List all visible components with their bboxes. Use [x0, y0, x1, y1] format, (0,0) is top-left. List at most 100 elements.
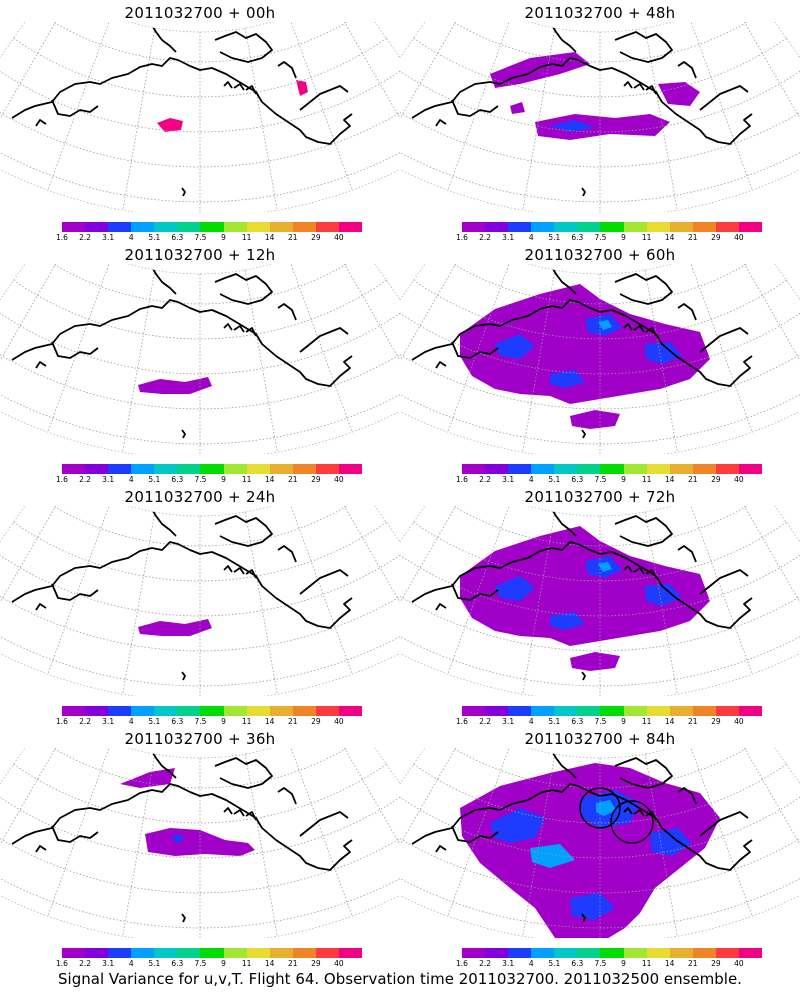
colorbar-tick-label: 5.1: [548, 959, 561, 968]
coastline: [299, 327, 349, 353]
colorbar-tick-label: 21: [287, 475, 298, 484]
latitude-gridline: [433, 22, 767, 63]
colorbar-tick-label: 7.5: [194, 233, 207, 242]
meridian-gridline: [644, 511, 678, 695]
colorbar-swatches: [62, 706, 363, 716]
coastline: [623, 323, 633, 331]
colorbar-tick-label: 14: [664, 233, 675, 242]
coastline: [677, 303, 697, 321]
colorbar-swatch: [246, 464, 270, 474]
colorbar-swatch: [200, 222, 224, 232]
colorbar-tick-label: 6.3: [571, 233, 584, 242]
colorbar-tick-label: 1.6: [456, 233, 468, 242]
coastline: [614, 515, 673, 547]
colorbar-swatch: [315, 948, 339, 958]
colorbar-swatch: [508, 464, 532, 474]
panel-title: 2011032700 + 84h: [524, 730, 676, 748]
colorbar-swatch: [85, 464, 109, 474]
colorbar-swatch: [738, 706, 763, 716]
variance-region: [172, 834, 184, 843]
map-boundary: [400, 22, 800, 212]
colorbar-swatches: [62, 222, 363, 232]
variance-region: [570, 410, 620, 429]
colorbar-tick-label: 21: [687, 959, 698, 968]
meridian-gridline: [244, 27, 278, 211]
colorbar-swatch: [531, 706, 555, 716]
colorbar-swatch: [623, 464, 647, 474]
colorbar-tick-label: 4: [528, 233, 534, 242]
coastline: [223, 565, 233, 573]
colorbar-ticks: 1.6 2.2 3.1 4 5.1 6.3 7.5 9 11 14 21 29 40: [456, 475, 762, 485]
colorbar-swatch: [131, 222, 155, 232]
colorbar-tick-label: 9: [221, 475, 226, 484]
coastline: [549, 748, 577, 779]
colorbar-tick-label: 21: [687, 233, 698, 242]
meridian-gridline: [0, 506, 71, 642]
coastline: [277, 303, 297, 321]
coastline: [149, 748, 177, 779]
colorbar-swatch: [646, 222, 670, 232]
colorbar-swatch: [600, 948, 624, 958]
coastline: [699, 811, 749, 837]
map-boundary: [0, 506, 400, 696]
colorbar-tick-label: 3.1: [102, 475, 115, 484]
colorbar-tick-label: 4: [528, 717, 534, 726]
colorbar-swatch: [485, 222, 509, 232]
colorbar-swatch: [485, 948, 509, 958]
colorbar-ticks: 1.6 2.2 3.1 4 5.1 6.3 7.5 9 11 14 21 29 40: [56, 233, 362, 243]
colorbar-tick-label: 11: [241, 717, 252, 726]
colorbar-swatch: [554, 948, 578, 958]
meridian-gridline: [122, 753, 156, 937]
colorbar-tick-label: 29: [711, 959, 721, 968]
colorbar-swatch: [715, 222, 739, 232]
meridian-gridline: [400, 506, 471, 642]
coastline: [677, 61, 697, 79]
coastline: [214, 273, 273, 305]
colorbar-tick-label: 11: [641, 475, 652, 484]
map-panel: 2011032700 + 84h 1.6 2.2 3.1 4 5.1 6.3 7.5 9 11 14…: [400, 726, 800, 968]
coastline: [51, 341, 99, 359]
colorbar-ticks: 1.6 2.2 3.1 4 5.1 6.3 7.5 9 11 14 21 29 40: [456, 717, 762, 727]
coastline: [245, 811, 257, 821]
map-panel: 2011032700 + 48h 1.6 2.2 3.1 4 5.1 6.3 7.5 9 11 14…: [400, 0, 800, 242]
meridian-gridline: [522, 753, 556, 937]
coastline: [35, 603, 47, 611]
coastline: [581, 187, 586, 197]
colorbar-swatch: [246, 706, 270, 716]
coastline: [299, 811, 349, 837]
colorbar-swatch: [154, 222, 178, 232]
colorbar-tick-label: 14: [264, 717, 275, 726]
colorbar-tick-label: 6.3: [171, 959, 184, 968]
latitude-gridline: [400, 849, 800, 929]
variance-region: [120, 768, 175, 788]
colorbar-swatch: [108, 948, 132, 958]
colorbar-tick-label: 6.3: [171, 233, 184, 242]
coastline: [549, 506, 577, 537]
colorbar-swatch: [508, 948, 532, 958]
variance-region: [658, 82, 700, 106]
variance-region: [296, 80, 308, 96]
variance-region: [490, 52, 590, 88]
coastline: [233, 325, 245, 333]
coastline: [451, 825, 499, 843]
colorbar-swatch: [200, 464, 224, 474]
coastline: [233, 567, 245, 575]
map-boundary: [400, 748, 800, 938]
colorbar-swatch: [154, 948, 178, 958]
map-boundary: [0, 748, 400, 938]
colorbar-tick-label: 11: [241, 475, 252, 484]
colorbar-tick-label: 7.5: [594, 959, 607, 968]
colorbar-tick-label: 3.1: [502, 717, 515, 726]
colorbar-swatch: [485, 464, 509, 474]
colorbar-tick-label: 14: [664, 717, 675, 726]
colorbar-swatch: [600, 706, 624, 716]
colorbar-swatch: [738, 222, 763, 232]
colorbar-tick-label: 5.1: [548, 233, 561, 242]
coastline: [181, 187, 186, 197]
colorbar-swatch: [85, 706, 109, 716]
colorbar-ticks: 1.6 2.2 3.1 4 5.1 6.3 7.5 9 11 14 21 29 40: [56, 959, 362, 969]
coastline: [677, 545, 697, 563]
map-panel: 2011032700 + 60h 1.6 2.2 3.1 4 5.1 6.3 7.5 9 11 14…: [400, 242, 800, 484]
coastline: [645, 85, 657, 95]
map-plot: [400, 506, 800, 696]
